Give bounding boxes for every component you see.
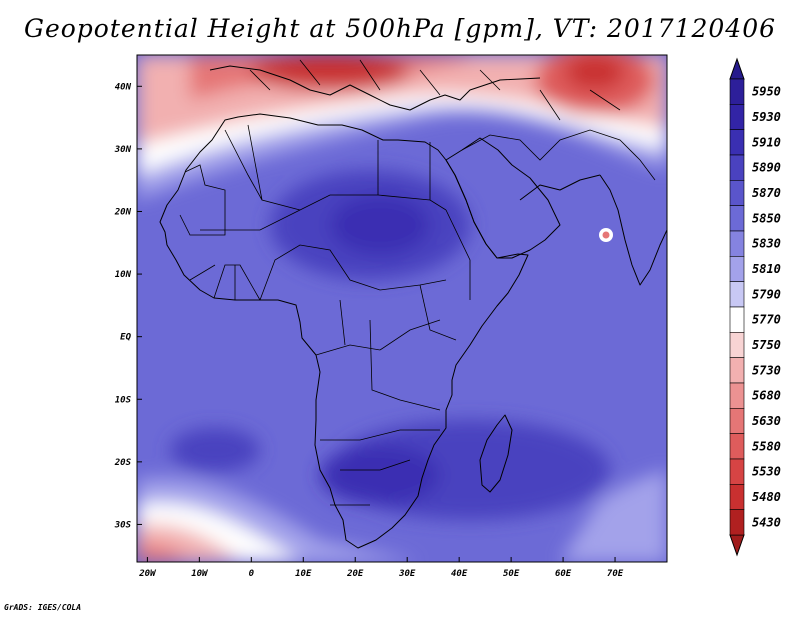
colorbar-swatch: [729, 357, 745, 384]
colorbar-label: 5910: [752, 135, 781, 149]
longitude-axis: 20W 10W 0 10E 20E 30E 40E 50E 60E 70E: [138, 557, 624, 579]
colorbar-swatch: [729, 78, 745, 105]
lat-tick-label: 30N: [114, 145, 132, 155]
colorbar-swatch: [729, 433, 745, 460]
colorbar-swatch: [729, 408, 745, 434]
colorbar-label: 5950: [752, 85, 781, 99]
colorbar-label: 5870: [752, 186, 781, 200]
colorbar-swatch: [729, 382, 745, 409]
colorbar-swatch: [729, 281, 745, 308]
coastlines: [159, 65, 667, 549]
lat-tick-label: 20S: [114, 458, 132, 468]
height-field: [137, 55, 667, 562]
lon-tick-label: 10E: [295, 569, 312, 579]
colorbar-top-arrow: [729, 57, 745, 80]
colorbar-label: 5770: [752, 313, 781, 327]
border-east: [419, 209, 471, 341]
arabian-peninsula: [445, 137, 561, 259]
asia-trough-core: [565, 55, 625, 90]
colorbar-bottom-arrow: [729, 534, 745, 557]
border-libya-egypt: [377, 140, 431, 200]
lon-tick-label: 60E: [555, 569, 572, 579]
colorbar-swatch: [729, 256, 745, 282]
colorbar-label: 5680: [752, 389, 781, 403]
persian-gulf: [519, 174, 601, 201]
colorbar-label: 5930: [752, 110, 781, 124]
lat-tick-label: EQ: [120, 333, 131, 343]
lon-tick-label: 50E: [503, 569, 520, 579]
europe-coast: [209, 65, 541, 111]
lon-tick-label: 70E: [607, 569, 624, 579]
country-borders: [179, 59, 656, 506]
colorbar-label: 5810: [752, 262, 781, 276]
colorbar-swatch: [729, 180, 745, 206]
border-congo: [315, 299, 441, 411]
colorbar-swatch: [729, 458, 745, 485]
lon-tick-label: 20W: [138, 569, 157, 579]
lon-tick-label: 40E: [451, 569, 468, 579]
colorbar: 5950 5930 5910 5890 5870 5850 5830 5810 5790 5770…: [729, 57, 781, 557]
colorbar-swatch: [729, 154, 745, 181]
plot-frame: [136, 54, 668, 563]
border-europe: [249, 59, 621, 121]
south-low-red: [137, 544, 190, 562]
colorbar-label: 5830: [752, 237, 781, 251]
colorbar-label: 5850: [752, 211, 781, 225]
colorbar-label: 5730: [752, 363, 781, 377]
colorbar-swatch: [729, 332, 745, 358]
colorbar-swatch: [729, 104, 745, 130]
colorbar-label: 5750: [752, 338, 781, 352]
colorbar-swatch: [729, 205, 745, 232]
colorbar-label: 5890: [752, 161, 781, 175]
lon-tick-label: 20E: [346, 569, 364, 579]
lon-tick-label: 0: [249, 569, 255, 579]
map-title: Geopotential Height at 500hPa [gpm], VT:…: [23, 14, 777, 43]
africa-coastline: [159, 113, 529, 549]
lat-tick-label: 30S: [114, 520, 132, 530]
med-trough-core: [250, 55, 410, 90]
colorbar-swatch: [729, 306, 745, 333]
lon-tick-label: 30E: [398, 569, 416, 579]
colorbar-label: 5480: [752, 490, 781, 504]
colorbar-labels: 5950 5930 5910 5890 5870 5850 5830 5810 5790 5770…: [752, 85, 781, 530]
se-light: [560, 470, 667, 562]
grads-credit: GrADS: IGES/COLA: [4, 603, 82, 612]
border-west: [189, 264, 261, 301]
lon-tick-label: 10W: [191, 569, 209, 579]
lat-tick-label: 20N: [114, 207, 132, 217]
colorbar-swatch: [729, 509, 745, 536]
colorbar-label: 5430: [752, 515, 781, 529]
colorbar-label: 5630: [752, 414, 781, 428]
colorbar-swatch: [729, 230, 745, 257]
colorbar-label: 5790: [752, 287, 781, 301]
lat-tick-label: 10S: [115, 395, 132, 405]
lat-tick-label: 10N: [115, 270, 132, 280]
south-high-core: [320, 445, 440, 505]
colorbar-boxes: [729, 78, 745, 536]
colorbar-swatch: [729, 129, 745, 156]
border-south: [320, 429, 440, 506]
arabian-sea-vortex-core: [602, 231, 610, 239]
colorbar-swatch: [729, 484, 745, 510]
latitude-axis: 40N 30N 20N 10N EQ 10S 20S 30S: [114, 82, 142, 530]
atlantic-high: [170, 428, 260, 472]
madagascar: [479, 414, 513, 493]
colorbar-label: 5530: [752, 465, 781, 479]
india-coast: [599, 174, 667, 286]
sahara-high-core: [330, 195, 430, 255]
border-algeria: [224, 124, 301, 211]
colorbar-label: 5580: [752, 439, 781, 453]
border-mauritania: [179, 164, 226, 236]
border-middle-east: [461, 129, 656, 181]
border-central: [259, 244, 447, 301]
lat-tick-label: 40N: [115, 82, 132, 92]
